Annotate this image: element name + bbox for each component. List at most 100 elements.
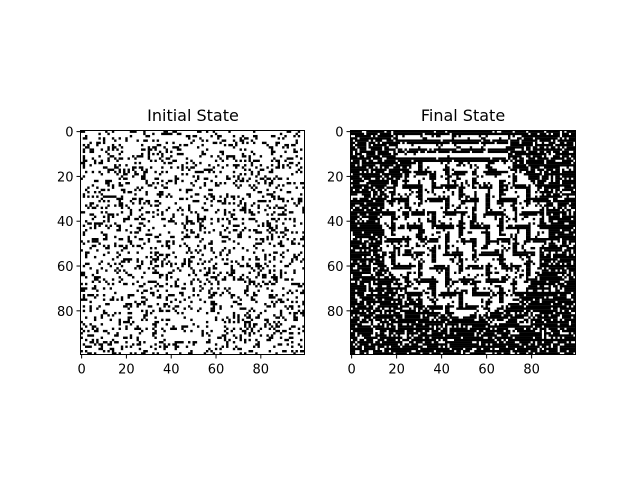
heatmap-cell [508,217,511,221]
heatmap-cell [248,325,251,328]
heatmap-cell [359,350,369,353]
heatmap-cell [145,327,148,331]
heatmap-cell [156,139,160,142]
heatmap-cell [413,202,416,205]
heatmap-cell [288,211,294,214]
heatmap-cell [250,186,254,189]
heatmap-cell [179,352,182,355]
heatmap-cell [370,240,374,243]
heatmap-cell [111,282,115,286]
heatmap-cell [445,307,450,310]
heatmap-cell [350,157,371,160]
heatmap-cell [143,202,146,205]
heatmap-cell [140,175,146,178]
heatmap-cell [156,282,160,286]
heatmap-cell [481,273,484,277]
heatmap-cell [375,255,385,259]
heatmap-cell [404,182,407,185]
heatmap-cell [431,188,434,192]
heatmap-cell [266,338,272,342]
heatmap-cell [562,262,565,266]
heatmap-cell [165,276,169,279]
heatmap-cell [357,164,360,167]
heatmap-cell [411,211,425,214]
heatmap-cell [496,327,509,331]
heatmap-cell [147,146,151,149]
heatmap-cell [573,229,576,232]
heatmap-cell [118,164,121,167]
heatmap-cell [559,345,576,348]
heatmap-cell [454,255,457,259]
heatmap-cell [514,352,518,355]
heatmap-cell [573,298,576,301]
heatmap-cell [203,215,207,219]
heatmap-cell [499,341,504,344]
heatmap-cell [406,271,412,275]
heatmap-cell [476,175,479,178]
heatmap-cell [208,334,211,337]
heatmap-cell [255,285,258,288]
heatmap-cell [154,186,157,189]
heatmap-cell [406,323,410,326]
heatmap-cell [555,188,560,192]
heatmap-cell [188,208,191,212]
final-state-heatmap [350,130,576,355]
heatmap-cell [465,325,468,328]
heatmap-cell [174,285,180,288]
heatmap-cell [492,195,495,198]
heatmap-cell [277,217,281,221]
heatmap-cell [409,307,412,310]
heatmap-cell [553,253,567,257]
heatmap-cell [512,164,527,167]
heatmap-cell [295,204,298,207]
heatmap-cell [273,157,276,160]
heatmap-cell [548,229,560,232]
heatmap-cell [566,130,576,133]
heatmap-cell [499,195,502,198]
heatmap-cell [368,282,371,286]
heatmap-cell [424,242,428,245]
heatmap-cell [429,249,437,252]
heatmap-cell [465,305,479,308]
heatmap-cell [129,211,133,214]
heatmap-cell [535,271,540,275]
heatmap-cell [454,289,457,292]
heatmap-cell [386,130,392,133]
heatmap-cell [161,211,164,214]
heatmap-cell [279,240,283,243]
heatmap-cell [512,157,518,160]
heatmap-cell [223,211,227,214]
heatmap-cell [140,318,144,322]
heatmap-cell [80,161,86,165]
heatmap-cell [89,267,92,270]
heatmap-cell [111,148,115,151]
heatmap-cell [391,179,398,183]
heatmap-cell [514,215,518,219]
heatmap-cell [154,246,157,250]
heatmap-cell [277,197,285,201]
heatmap-cell [537,168,545,171]
heatmap-cell [293,220,296,223]
heatmap-cell [266,220,269,223]
heatmap-cell [284,150,287,154]
heatmap-cell [257,199,267,203]
heatmap-cell [415,244,421,248]
heatmap-cell [145,255,148,259]
heatmap-cell [391,253,396,257]
heatmap-cell [490,184,493,187]
heatmap-cell [210,309,216,313]
heatmap-cell [492,347,495,351]
heatmap-cell [427,197,450,201]
heatmap-cell [277,242,283,245]
heatmap-cell [185,161,189,165]
heatmap-cell [420,199,423,203]
heatmap-cell [244,173,247,176]
heatmap-cell [512,350,529,353]
heatmap-cell [165,253,171,257]
heatmap-cell [82,137,88,140]
heatmap-cell [553,213,560,216]
heatmap-cell [165,255,169,259]
heatmap-cell [219,253,222,257]
heatmap-cell [219,170,222,174]
heatmap-cell [273,206,276,210]
